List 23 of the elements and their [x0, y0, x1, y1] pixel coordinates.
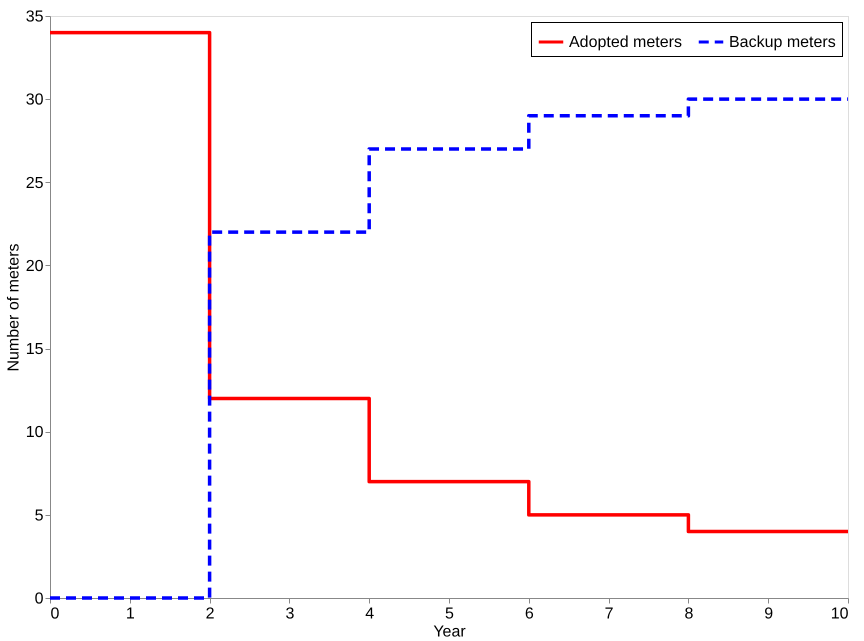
y-tick-label: 20	[26, 258, 44, 275]
y-tick-label: 35	[26, 8, 44, 26]
y-tick-label: 0	[34, 590, 44, 608]
legend-label: Adopted meters	[569, 34, 682, 51]
y-tick-label: 30	[26, 92, 44, 109]
x-tick-label: 4	[365, 606, 374, 622]
y-tick-label: 10	[26, 424, 44, 442]
legend-label: Backup meters	[729, 34, 836, 51]
x-tick-label: 2	[206, 606, 215, 622]
x-tick-label: 1	[126, 606, 135, 622]
x-axis-title: Year	[433, 624, 466, 640]
x-tick-label: 0	[50, 606, 60, 622]
y-tick-label: 15	[26, 341, 44, 358]
x-tick-label: 6	[524, 606, 534, 622]
x-tick-label: 3	[285, 606, 294, 622]
y-axis-title: Number of meters	[6, 243, 23, 372]
x-tick-label: 8	[684, 606, 694, 622]
x-tick-label: 7	[604, 606, 614, 622]
x-tick-label: 10	[830, 606, 849, 622]
x-tick-label: 9	[764, 606, 774, 622]
x-tick-label: 5	[445, 606, 454, 622]
y-tick-label: 25	[26, 174, 44, 192]
y-tick-label: 5	[34, 507, 44, 524]
